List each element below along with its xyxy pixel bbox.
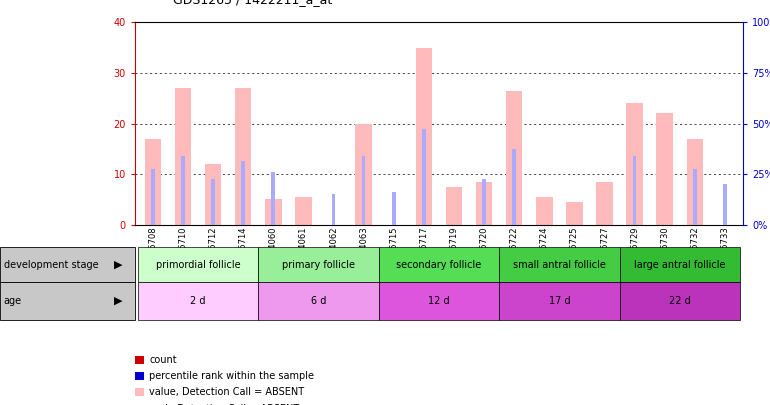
Text: GDS1265 / 1422211_a_at: GDS1265 / 1422211_a_at <box>173 0 333 6</box>
Bar <box>205 164 221 225</box>
Text: primordial follicle: primordial follicle <box>156 260 240 269</box>
Bar <box>446 187 462 225</box>
Bar <box>355 124 372 225</box>
Text: rank, Detection Call = ABSENT: rank, Detection Call = ABSENT <box>149 404 300 405</box>
Bar <box>272 172 275 225</box>
Bar <box>332 194 335 225</box>
Text: primary follicle: primary follicle <box>282 260 355 269</box>
Bar <box>723 184 727 225</box>
Bar <box>512 149 516 225</box>
Bar <box>362 156 366 225</box>
Text: 22 d: 22 d <box>669 296 691 306</box>
Bar <box>476 182 492 225</box>
Text: 2 d: 2 d <box>190 296 206 306</box>
Text: count: count <box>149 355 177 365</box>
Text: secondary follicle: secondary follicle <box>397 260 481 269</box>
Bar <box>151 169 155 225</box>
Bar <box>482 179 486 225</box>
Bar <box>392 192 396 225</box>
Bar <box>265 200 282 225</box>
Text: ▶: ▶ <box>114 296 122 306</box>
Text: ▶: ▶ <box>114 260 122 269</box>
Bar <box>536 197 553 225</box>
Bar <box>596 182 613 225</box>
Bar <box>506 91 523 225</box>
Text: percentile rank within the sample: percentile rank within the sample <box>149 371 314 381</box>
Bar <box>145 139 161 225</box>
Bar <box>295 197 312 225</box>
Text: 6 d: 6 d <box>311 296 326 306</box>
Bar <box>211 179 215 225</box>
Text: 17 d: 17 d <box>548 296 570 306</box>
Text: development stage: development stage <box>4 260 99 269</box>
Bar <box>181 156 185 225</box>
Bar <box>235 88 252 225</box>
Text: small antral follicle: small antral follicle <box>513 260 606 269</box>
Bar <box>175 88 191 225</box>
Bar <box>422 129 426 225</box>
Text: large antral follicle: large antral follicle <box>634 260 725 269</box>
Bar <box>416 47 432 225</box>
Text: value, Detection Call = ABSENT: value, Detection Call = ABSENT <box>149 388 304 397</box>
Text: age: age <box>4 296 22 306</box>
Bar <box>657 113 673 225</box>
Bar <box>633 156 637 225</box>
Bar <box>566 202 583 225</box>
Bar <box>626 103 643 225</box>
Bar <box>687 139 703 225</box>
Bar <box>693 169 697 225</box>
Text: 12 d: 12 d <box>428 296 450 306</box>
Bar <box>241 162 245 225</box>
